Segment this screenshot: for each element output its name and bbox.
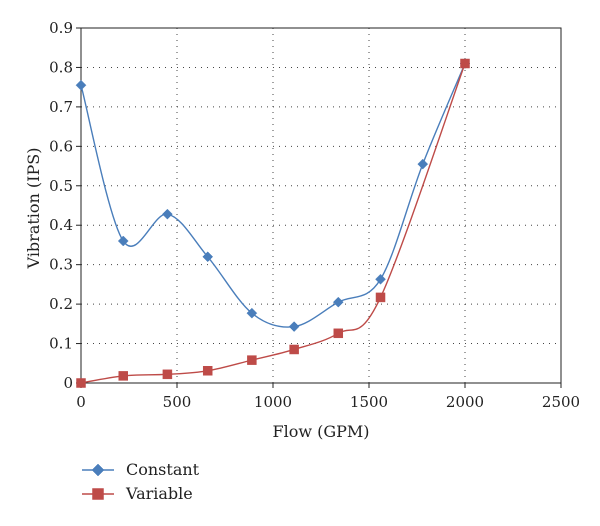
legend-marker-variable: [92, 488, 104, 500]
data-point-variable: [333, 328, 344, 339]
data-point-variable: [202, 366, 213, 376]
data-point-constant: [288, 321, 300, 332]
series-constant: [75, 58, 471, 332]
x-tick-label: 2000: [446, 393, 484, 411]
x-tick-label: 0: [76, 393, 86, 411]
tick-labels: 0 500 1000 1500 2000 2500 0 0.1 0.2 0.3 0.4 0.5 0.6 0…: [49, 19, 580, 411]
series-layer: [75, 58, 471, 388]
grid-lines: [81, 28, 561, 383]
y-tick-label: 0.7: [49, 98, 73, 116]
y-tick-label: 0.1: [49, 335, 73, 353]
data-point-variable: [118, 371, 128, 381]
legend-marker-constant: [91, 463, 105, 477]
x-axis-title: Flow (GPM): [272, 422, 369, 441]
data-point-variable: [460, 58, 470, 69]
y-tick-label: 0.2: [49, 295, 73, 313]
series-line-constant: [80, 63, 466, 328]
data-point-constant: [246, 307, 258, 319]
data-point-constant: [75, 79, 87, 91]
y-tick-label: 0.8: [49, 58, 73, 76]
y-tick-label: 0.5: [49, 177, 73, 195]
y-tick-label: 0.6: [49, 137, 73, 155]
data-point-variable: [375, 292, 386, 303]
y-tick-label: 0.4: [49, 216, 73, 234]
plot-frame: [80, 27, 562, 384]
y-tick-label: 0: [63, 374, 73, 392]
x-tick-label: 1000: [254, 393, 292, 411]
x-tick-label: 2500: [542, 393, 580, 411]
data-point-constant: [332, 296, 344, 308]
series-variable: [76, 58, 470, 388]
data-point-variable: [289, 344, 299, 355]
legend-item-constant: Constant: [82, 460, 200, 479]
data-point-constant: [417, 158, 429, 170]
x-tick-label: 1500: [350, 393, 388, 411]
data-point-variable: [162, 369, 173, 380]
legend-item-variable: Variable: [82, 484, 193, 503]
data-point-constant: [202, 251, 214, 263]
legend: Constant Variable: [82, 460, 200, 503]
y-tick-label: 0.3: [49, 256, 73, 274]
y-axis-title: Vibration (IPS): [24, 148, 43, 270]
data-point-constant: [162, 208, 173, 220]
legend-label-variable: Variable: [125, 484, 193, 503]
data-point-constant: [375, 273, 386, 285]
series-line-variable: [80, 63, 466, 384]
x-tick-label: 500: [163, 393, 192, 411]
data-point-variable: [247, 355, 257, 365]
data-point-variable: [76, 378, 86, 388]
data-point-constant: [117, 235, 129, 247]
legend-label-constant: Constant: [126, 460, 200, 479]
y-tick-label: 0.9: [49, 19, 73, 37]
axes: [76, 27, 562, 388]
